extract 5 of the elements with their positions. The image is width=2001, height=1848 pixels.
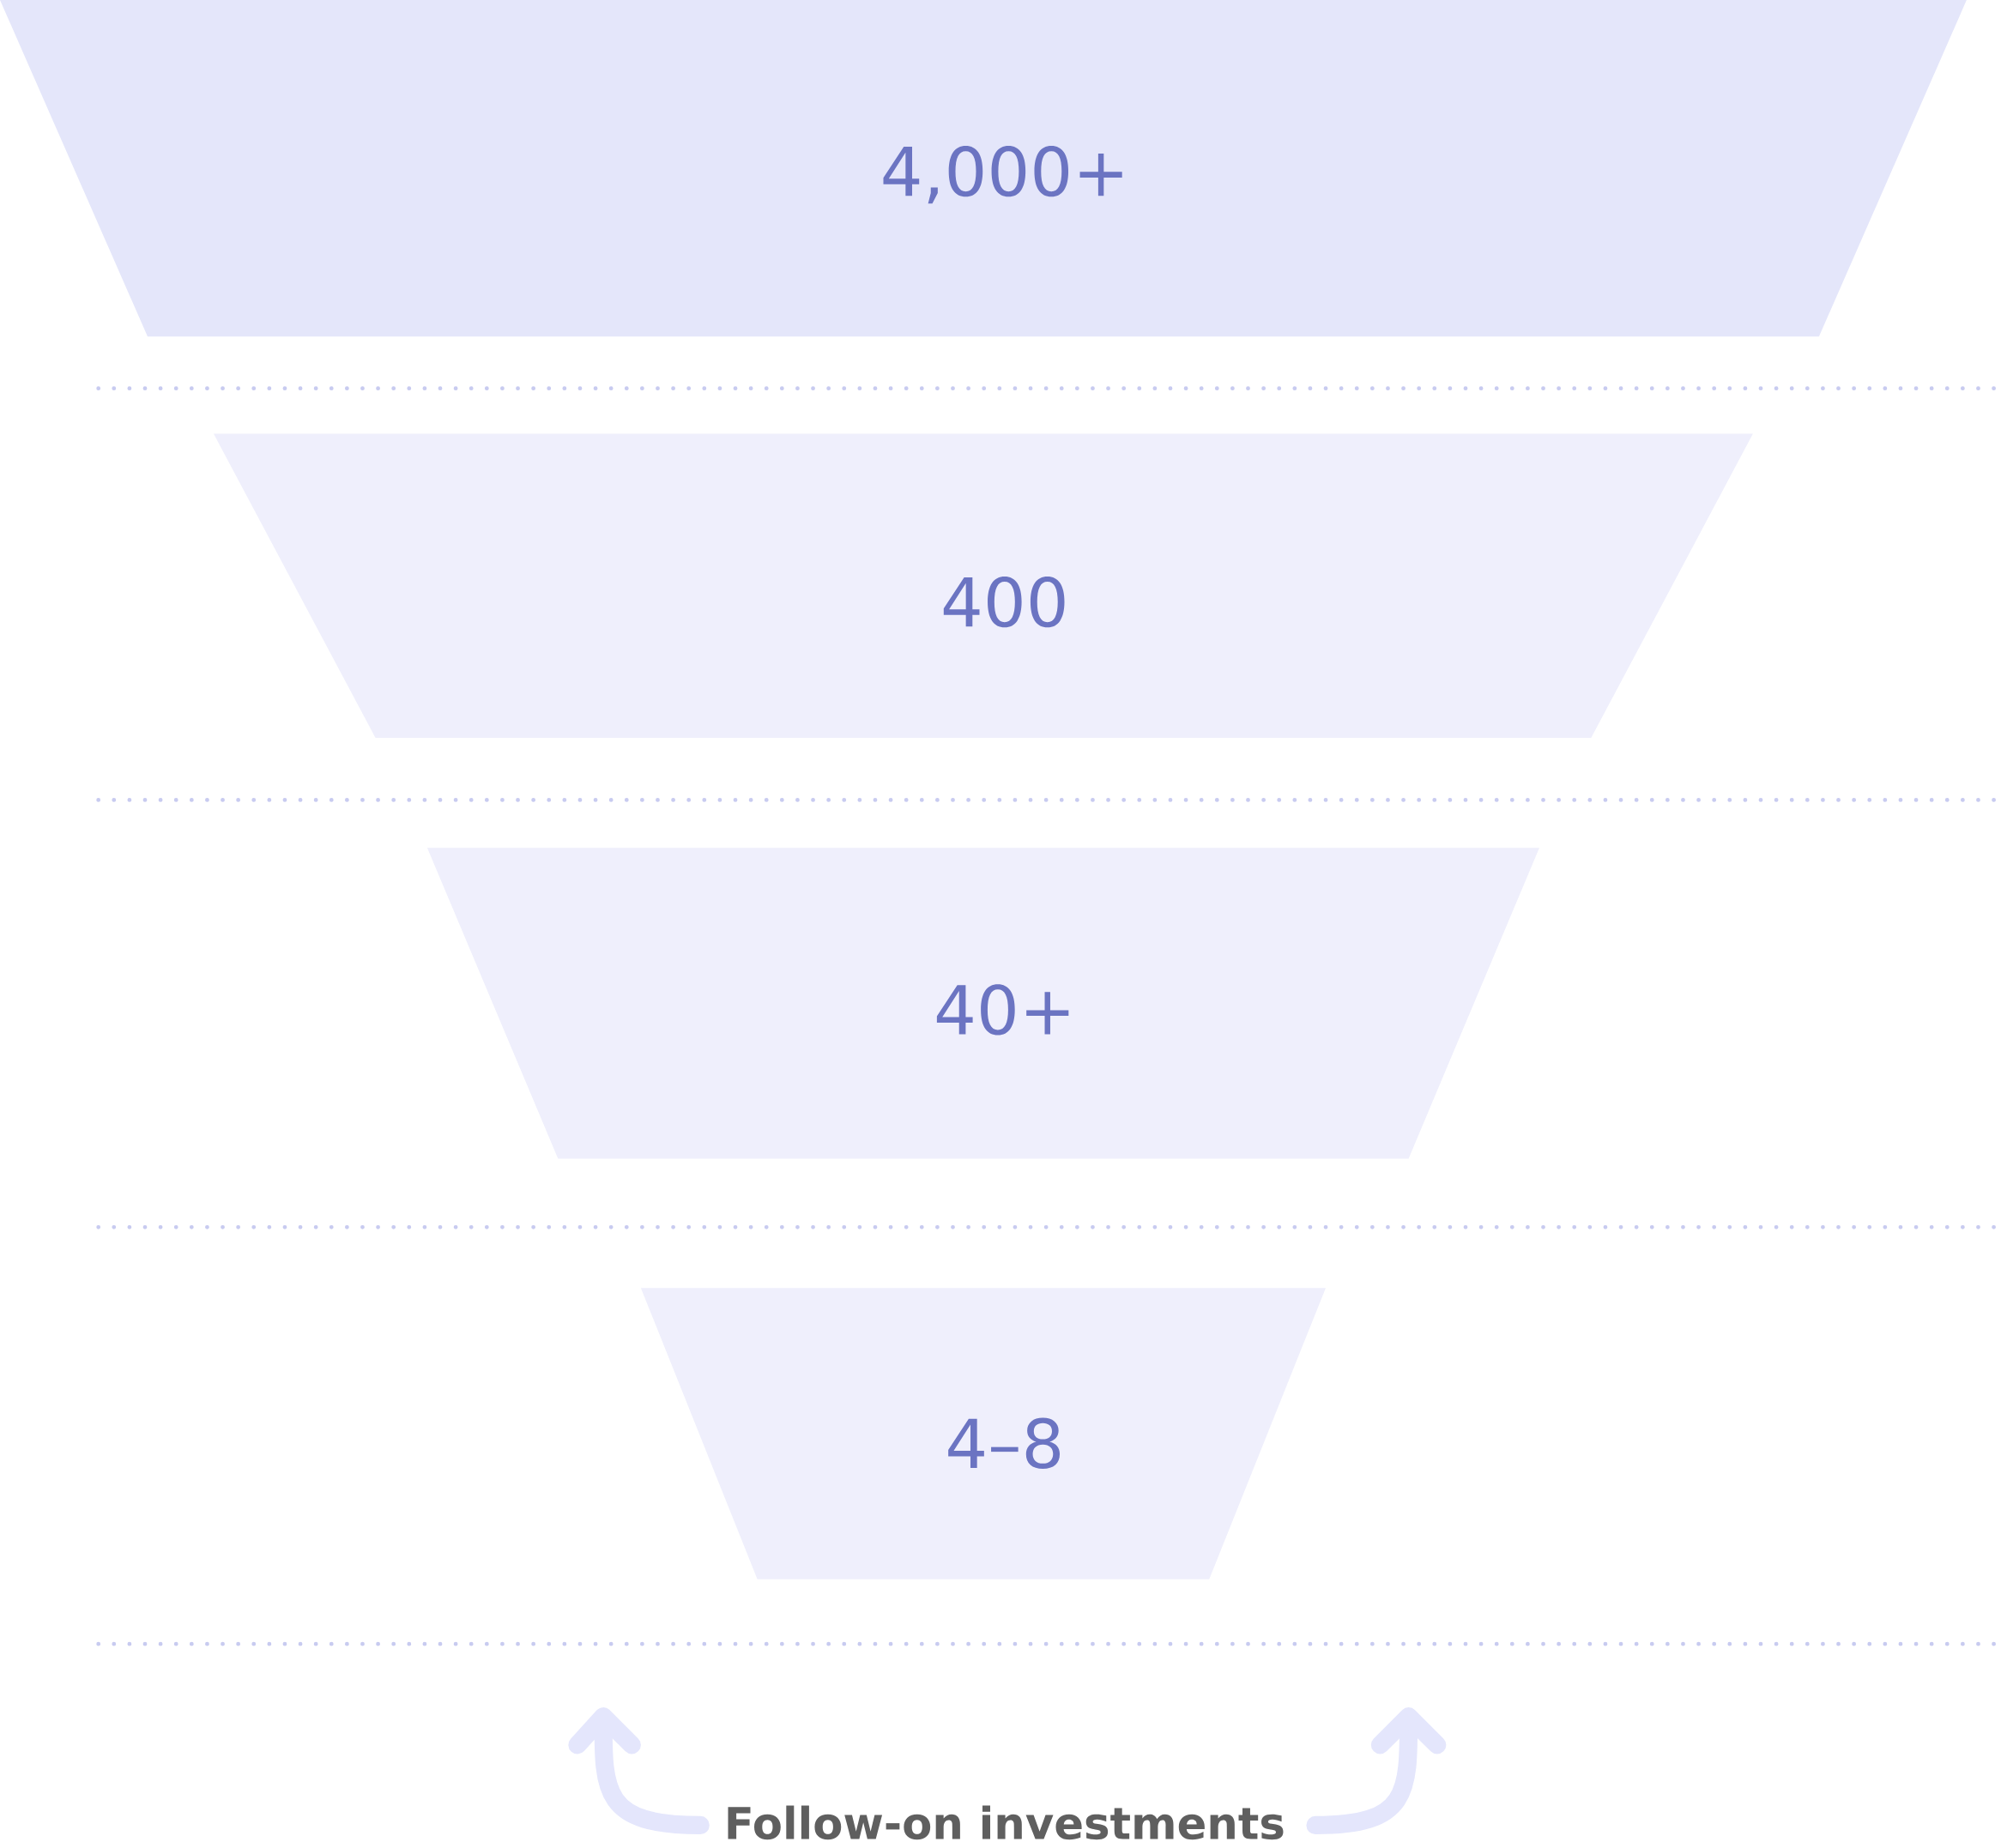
data-label: 4,000+ bbox=[883, 145, 1122, 204]
data-label: 40+ bbox=[936, 984, 1069, 1036]
data-label: 400 bbox=[943, 576, 1065, 628]
text: Follow-on investments bbox=[728, 1805, 1284, 1840]
data-label: 4–8 bbox=[948, 1417, 1061, 1469]
